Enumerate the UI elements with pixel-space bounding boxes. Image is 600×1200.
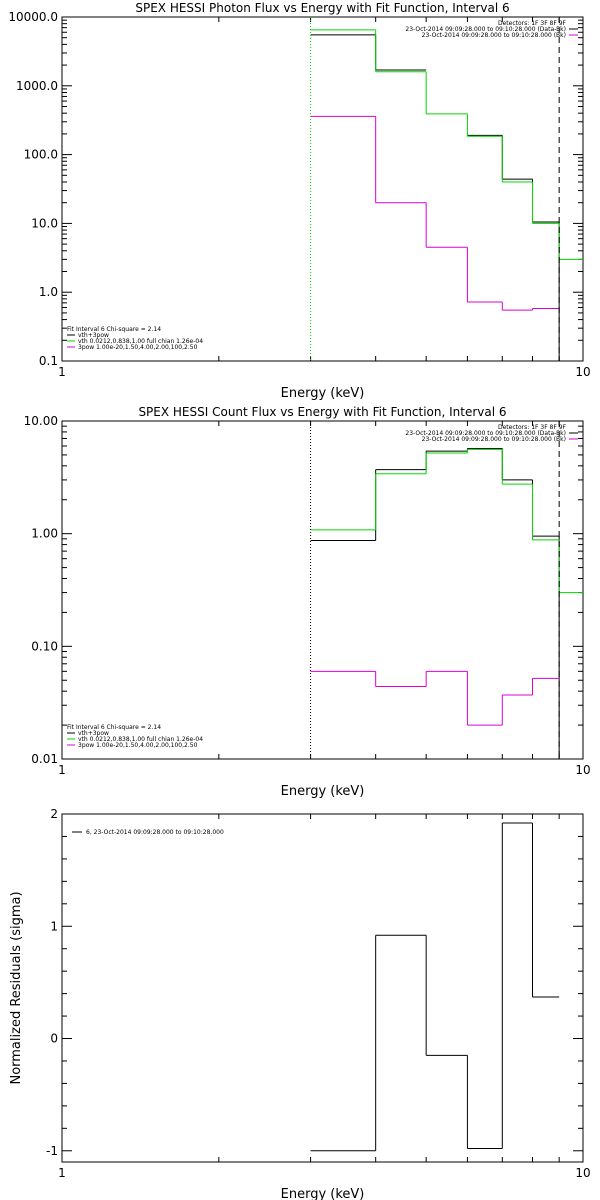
- legend-entry: 3pow 1.00e-20,1.50,4.00,2.00,100,2.50: [78, 742, 198, 749]
- x-tick-label: 10: [575, 365, 590, 379]
- y-tick-label: 2: [50, 807, 58, 821]
- y-tick-label: 0.01: [31, 752, 58, 766]
- x-tick-label: 1: [58, 365, 66, 379]
- legend-entry: vth 0.0212,0.838,1.00 full chian 1.26e-0…: [78, 736, 203, 743]
- plot-frame: [61, 16, 584, 362]
- legend-top-line: 23-Oct-2014 09:09:28.000 to 09:10:28.000…: [422, 32, 566, 39]
- series-3: [310, 115, 560, 311]
- y-tick-label: 10.00: [24, 414, 58, 428]
- chart-title: SPEX HESSI Photon Flux vs Energy with Fi…: [135, 1, 509, 15]
- y-tick-label: 1.00: [31, 527, 58, 541]
- y-tick-label: 1.0: [39, 285, 58, 299]
- legend-top-line: 23-Oct-2014 09:09:28.000 to 09:10:28.000…: [422, 436, 566, 443]
- x-axis-label: Energy (keV): [281, 386, 365, 401]
- legend-entry: 6, 23-Oct-2014 09:09:28.000 to 09:10:28.…: [86, 829, 224, 836]
- y-tick-label: 10.0: [31, 216, 58, 230]
- y-tick-label: 1000.0: [16, 79, 58, 93]
- legend-top-line: Detectors: 1F 3F 8F 9F: [498, 20, 567, 27]
- y-axis-label: Normalized Residuals (sigma): [9, 891, 24, 1084]
- x-tick-label: 1: [58, 763, 66, 777]
- y-tick-label: -1: [46, 1144, 58, 1158]
- legend-entry: 3pow 1.00e-20,1.50,4.00,2.00,100,2.50: [78, 344, 198, 351]
- series-2: [310, 29, 583, 260]
- legend-fit-header: Fit Interval 6 Chi-square = 2.14: [67, 326, 161, 333]
- y-tick-label: 100.0: [24, 148, 58, 162]
- series-1: [310, 448, 583, 760]
- legend-top-line: 23-Oct-2014 09:09:28.000 to 09:10:28.000…: [405, 26, 566, 33]
- y-tick-label: 10000.0: [8, 10, 58, 24]
- chart-title: SPEX HESSI Count Flux vs Energy with Fit…: [138, 405, 506, 419]
- series-1: [310, 822, 560, 1152]
- series-1: [310, 34, 583, 362]
- legend-entry: vth 0.0212,0.838,1.00 full chian 1.26e-0…: [78, 338, 203, 345]
- chart-panel-2: SPEX HESSI Count Flux vs Energy with Fit…: [24, 405, 591, 799]
- x-tick-label: 10: [575, 1166, 590, 1180]
- chart-panel-3: 1 10 -1 0 1 2 Energy (keV) Normalized Residuals…: [9, 807, 591, 1200]
- plot-frame: [61, 420, 584, 760]
- x-axis-label: Energy (keV): [281, 784, 365, 799]
- x-tick-label: 1: [58, 1166, 66, 1180]
- x-axis-label: Energy (keV): [281, 1187, 365, 1200]
- y-tick-label: 0.1: [39, 354, 58, 368]
- chart-panel-1: SPEX HESSI Photon Flux vs Energy with Fi…: [8, 1, 590, 401]
- legend-entry: vth+3pow: [78, 332, 109, 339]
- y-tick-label: 0.10: [31, 639, 58, 653]
- legend-fit-header: Fit Interval 6 Chi-square = 2.14: [67, 724, 161, 731]
- y-tick-label: 0: [50, 1032, 58, 1046]
- series-2: [310, 448, 583, 594]
- plot-frame: [61, 813, 584, 1163]
- legend-top-line: 23-Oct-2014 09:09:28.000 to 09:10:28.000…: [405, 430, 566, 437]
- legend-top-line: Detectors: 1F 3F 8F 9F: [498, 424, 567, 431]
- series-3: [310, 670, 560, 726]
- legend-entry: vth+3pow: [78, 730, 109, 737]
- y-tick-label: 1: [50, 919, 58, 933]
- x-tick-label: 10: [575, 763, 590, 777]
